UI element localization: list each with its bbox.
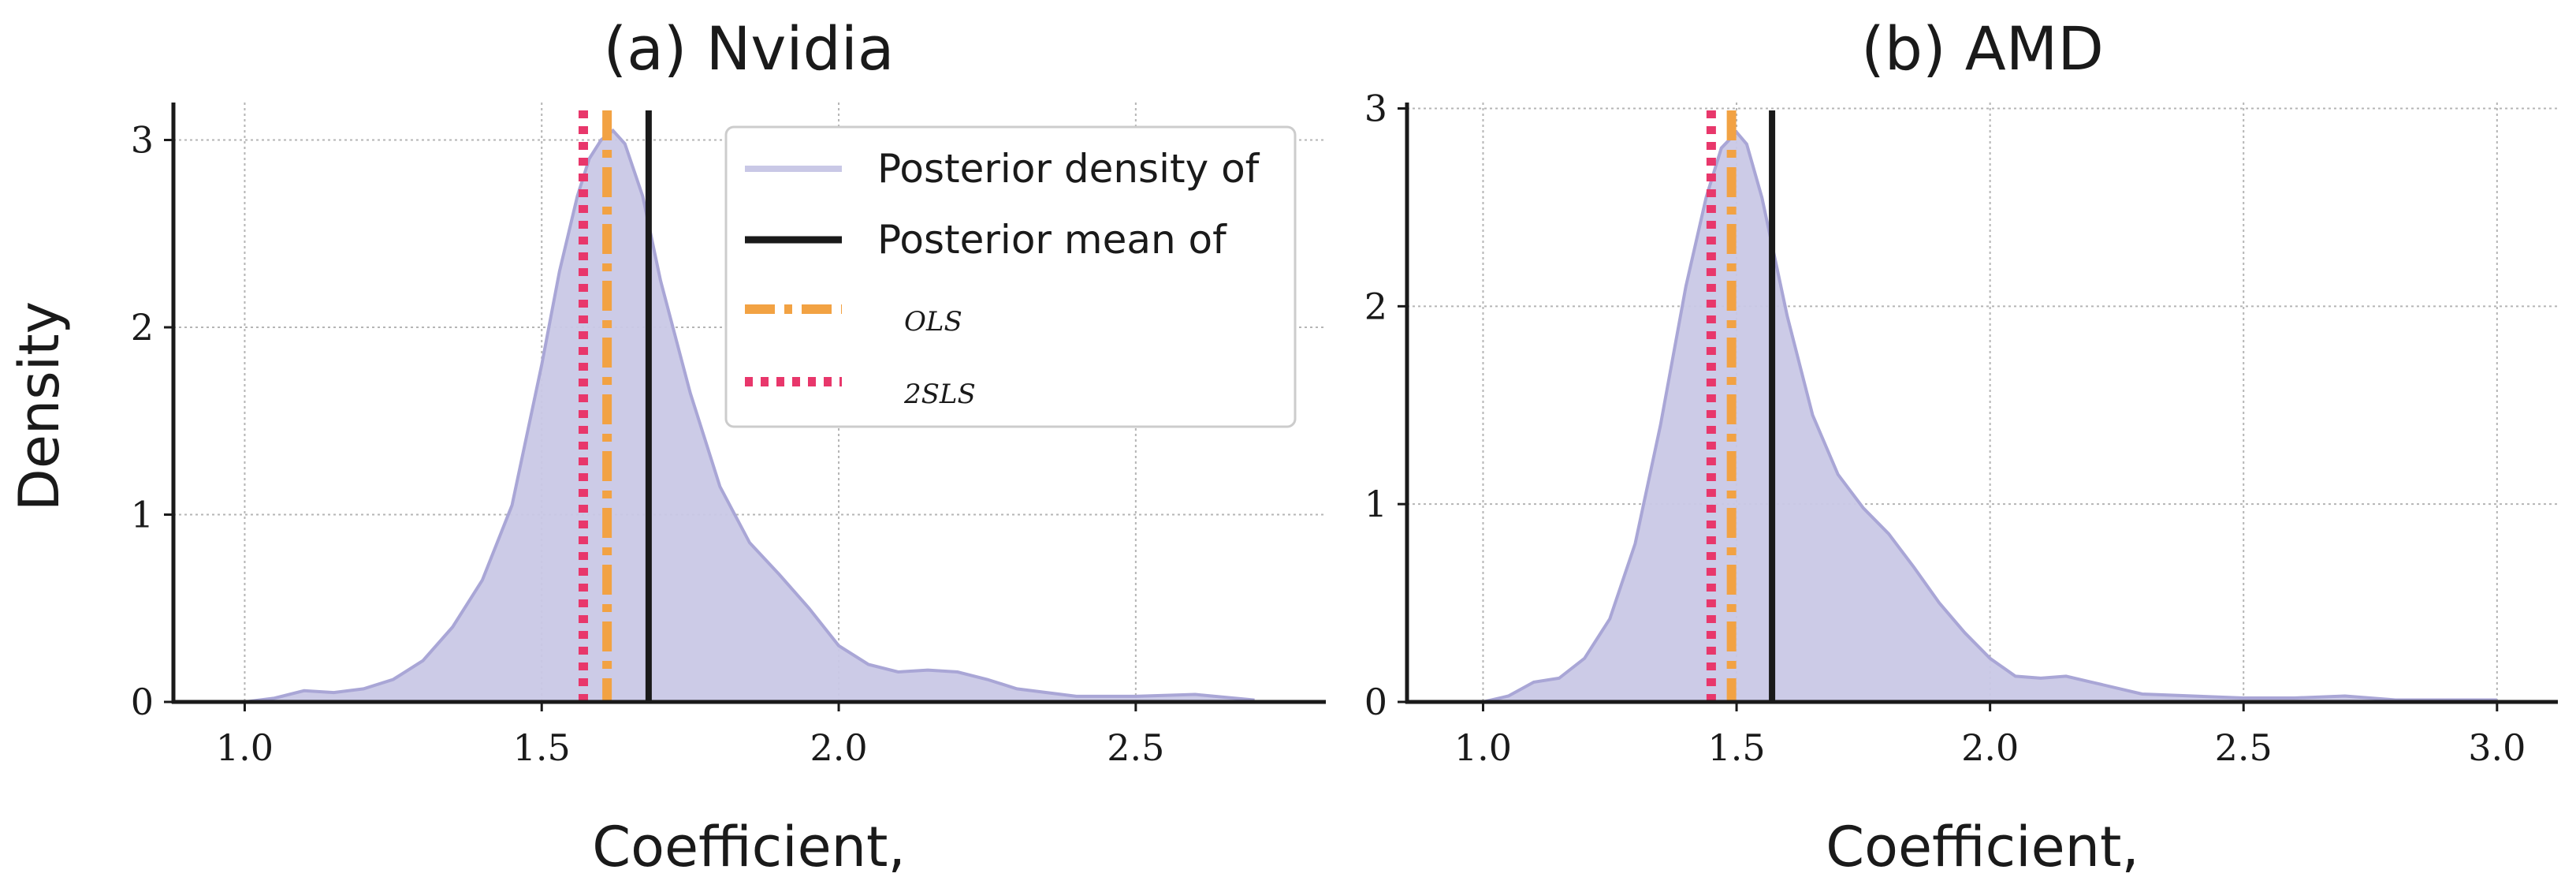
y-tick-label: 2	[1364, 285, 1387, 327]
y-axis-label: Density	[7, 301, 72, 511]
x-tick-label: 1.5	[513, 726, 571, 769]
y-tick-label: 0	[1364, 681, 1387, 723]
x-tick-label: 2.5	[2215, 726, 2273, 769]
density-curve	[244, 128, 1255, 704]
legend: Posterior density of Posterior mean of O…	[724, 125, 1297, 428]
density-area	[1483, 132, 2497, 702]
x-tick-label: 1.5	[1707, 726, 1765, 769]
y-tick-label: 3	[131, 119, 154, 162]
x-tick-label: 3.0	[2468, 726, 2526, 769]
x-tick-label: 1.0	[1454, 726, 1512, 769]
x-tick-label: 2.0	[1961, 726, 2019, 769]
legend-tsls-label: 2SLS	[903, 379, 976, 410]
panel-title: (b) AMD	[1861, 13, 2104, 84]
x-axis-label: Coefficient,	[1826, 815, 2139, 879]
y-tick-label: 1	[131, 494, 154, 536]
x-tick-label: 2.0	[810, 726, 867, 769]
y-tick-label: 0	[131, 681, 154, 723]
panel-amd: (b) AMD Coefficient, 1.0 1.5 2.0 2.5 3.0 0 1 2 3	[1364, 13, 2558, 879]
legend-ols-label: OLS	[904, 306, 962, 338]
legend-density-label: Posterior density of	[877, 146, 1260, 192]
y-tick-label: 1	[1364, 483, 1387, 525]
density-curve	[1483, 129, 2497, 704]
x-axis-label: Coefficient,	[592, 815, 906, 879]
y-tick-label: 3	[1364, 88, 1387, 130]
panel-title: (a) Nvidia	[604, 13, 895, 84]
legend-box	[724, 125, 1297, 428]
x-tick-label: 1.0	[216, 726, 274, 769]
y-tick-label: 2	[131, 306, 154, 349]
legend-mean-label: Posterior mean of	[877, 217, 1227, 263]
x-tick-label: 2.5	[1107, 726, 1164, 769]
density-area	[244, 130, 1255, 702]
